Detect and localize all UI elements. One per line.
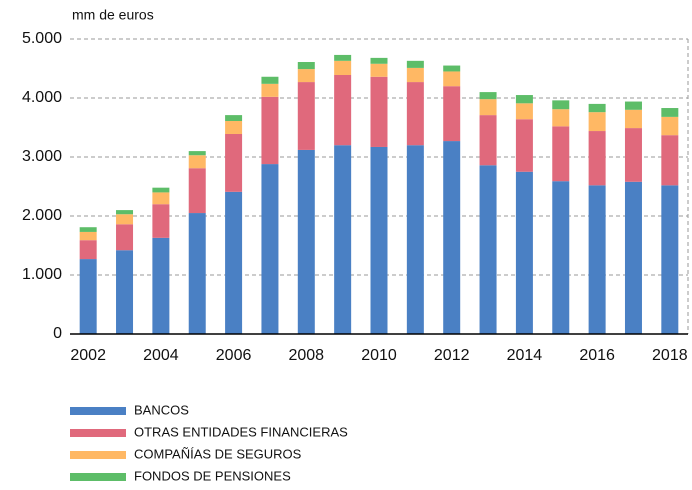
y-axis-unit: mm de euros: [72, 7, 154, 23]
bar-segment: [515, 171, 533, 334]
legend-swatch: [70, 407, 126, 415]
bar-segment: [225, 115, 243, 122]
bar-segment: [152, 187, 170, 193]
bar-segment: [225, 133, 243, 192]
bar-segment: [661, 135, 679, 186]
bar-segment: [552, 100, 570, 110]
bar-segment: [297, 62, 315, 70]
bar-segment: [624, 181, 642, 334]
x-tick-label: 2008: [288, 347, 324, 364]
x-tick-label: 2010: [361, 347, 397, 364]
legend-label: OTRAS ENTIDADES FINANCIERAS: [134, 424, 348, 439]
bar-segment: [297, 82, 315, 150]
x-tick-label: 2006: [216, 347, 252, 364]
bar-segment: [261, 83, 279, 97]
bar-segment: [588, 131, 606, 186]
bar-segment: [116, 250, 134, 334]
bar-segment: [406, 60, 424, 68]
bar-segment: [552, 126, 570, 182]
legend-swatch: [70, 429, 126, 437]
legend-swatch: [70, 451, 126, 459]
bar-segment: [188, 213, 206, 334]
bar-segment: [297, 69, 315, 83]
bar-segment: [443, 141, 461, 334]
bar-segment: [661, 185, 679, 334]
x-tick-label: 2016: [579, 347, 615, 364]
bar-segment: [261, 76, 279, 84]
bar-segment: [334, 74, 352, 146]
bar-segment: [152, 204, 170, 238]
bar-segment: [261, 96, 279, 165]
bar-segment: [152, 237, 170, 334]
bar-segment: [334, 54, 352, 61]
bar-segment: [552, 109, 570, 127]
y-tick-label: 0: [53, 325, 62, 342]
bar-segment: [479, 165, 497, 334]
bar-segment: [661, 116, 679, 136]
bar-segment: [116, 224, 134, 251]
bar-segment: [297, 149, 315, 334]
x-tick-label: 2004: [143, 347, 179, 364]
bar-segment: [334, 60, 352, 75]
y-tick-label: 5.000: [22, 30, 62, 47]
bar-segment: [479, 92, 497, 100]
bar-segment: [479, 99, 497, 116]
bar-segment: [406, 82, 424, 146]
bar-segment: [188, 155, 206, 169]
bar-segment: [515, 103, 533, 120]
bar-segment: [116, 214, 134, 225]
bar-segment: [370, 57, 388, 64]
bar-segment: [225, 121, 243, 134]
bar-segment: [188, 151, 206, 156]
bar-segment: [225, 191, 243, 334]
bar-segment: [152, 192, 170, 205]
bar-segment: [406, 67, 424, 83]
bar-segment: [334, 145, 352, 334]
bar-segment: [406, 145, 424, 334]
y-tick-label: 1.000: [22, 266, 62, 283]
bar-segment: [370, 63, 388, 77]
y-tick-label: 4.000: [22, 89, 62, 106]
bar-segment: [515, 119, 533, 172]
legend-label: COMPAÑÍAS DE SEGUROS: [134, 446, 302, 461]
bar-segment: [552, 181, 570, 334]
bar-segment: [443, 86, 461, 142]
x-tick-label: 2002: [70, 347, 106, 364]
bar-segment: [188, 168, 206, 214]
x-tick-label: 2018: [652, 347, 688, 364]
bar-segment: [624, 109, 642, 129]
bar-segment: [588, 112, 606, 132]
bar-segment: [624, 128, 642, 182]
bar-segment: [588, 185, 606, 334]
legend-label: BANCOS: [134, 402, 189, 417]
bar-segment: [116, 210, 134, 215]
y-tick-label: 3.000: [22, 148, 62, 165]
bar-segment: [370, 76, 388, 147]
bar-segment: [443, 71, 461, 87]
x-tick-label: 2012: [434, 347, 470, 364]
bar-segment: [479, 115, 497, 166]
bar-segment: [370, 146, 388, 334]
bar-segment: [79, 227, 97, 232]
bar-segment: [79, 259, 97, 334]
bar-segment: [79, 231, 97, 241]
legend-swatch: [70, 473, 126, 481]
legend-label: FONDOS DE PENSIONES: [134, 468, 291, 483]
bar-segment: [79, 240, 97, 260]
bar-segment: [261, 164, 279, 334]
bar-segment: [515, 95, 533, 104]
bar-segment: [661, 108, 679, 117]
bar-segment: [624, 101, 642, 110]
bar-segment: [443, 65, 461, 72]
x-tick-label: 2014: [507, 347, 543, 364]
y-tick-label: 2.000: [22, 207, 62, 224]
bar-segment: [588, 103, 606, 113]
